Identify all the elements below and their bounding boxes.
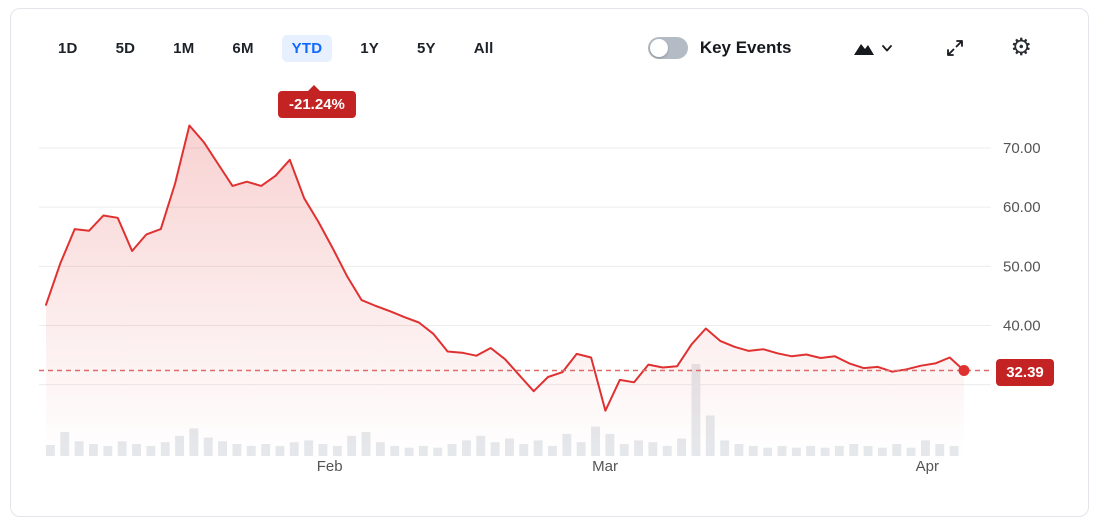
fullscreen-button[interactable] xyxy=(946,39,964,57)
range-selector: 1D 5D 1M 6M YTD 1Y 5Y All xyxy=(56,34,496,62)
range-tab-all[interactable]: All xyxy=(473,39,494,57)
expand-icon xyxy=(947,40,964,56)
svg-text:40.00: 40.00 xyxy=(1003,318,1041,335)
chevron-down-icon xyxy=(882,44,893,51)
chart-type-button[interactable] xyxy=(853,40,893,56)
toggle-knob xyxy=(649,39,668,57)
stock-chart-card: 1D 5D 1M 6M YTD 1Y 5Y All Key Events xyxy=(10,8,1089,517)
chart-toolbar: 1D 5D 1M 6M YTD 1Y 5Y All Key Events xyxy=(11,9,1088,87)
range-tab-6m[interactable]: 6M xyxy=(232,39,254,57)
range-tab-5y[interactable]: 5Y xyxy=(417,39,436,57)
gear-icon: ⚙ xyxy=(1010,34,1032,61)
current-price-badge: 32.39 xyxy=(996,359,1054,386)
change-percent-value: -21.24% xyxy=(289,96,345,113)
settings-button[interactable]: ⚙ xyxy=(1010,36,1032,60)
svg-text:Mar: Mar xyxy=(592,458,618,475)
range-tab-ytd[interactable]: YTD xyxy=(281,34,333,62)
range-tab-1y[interactable]: 1Y xyxy=(360,39,380,57)
chart-controls: Key Events ⚙ xyxy=(647,36,1088,60)
range-tab-5d[interactable]: 5D xyxy=(115,39,136,57)
svg-text:Apr: Apr xyxy=(916,458,939,475)
range-tab-1d[interactable]: 1D xyxy=(58,39,78,57)
svg-text:Feb: Feb xyxy=(317,458,343,475)
svg-text:50.00: 50.00 xyxy=(1003,258,1041,275)
price-chart[interactable]: 70.00 60.00 50.00 40.00 Feb Mar Apr xyxy=(11,109,1088,509)
current-price-value: 32.39 xyxy=(1006,364,1044,381)
change-percent-badge: -21.24% xyxy=(278,85,356,118)
svg-text:60.00: 60.00 xyxy=(1003,199,1041,216)
key-events-label: Key Events xyxy=(699,38,792,57)
key-events-toggle[interactable] xyxy=(647,37,688,59)
area-chart-icon xyxy=(854,44,875,55)
range-tab-1m[interactable]: 1M xyxy=(173,39,195,57)
svg-text:70.00: 70.00 xyxy=(1003,140,1041,157)
